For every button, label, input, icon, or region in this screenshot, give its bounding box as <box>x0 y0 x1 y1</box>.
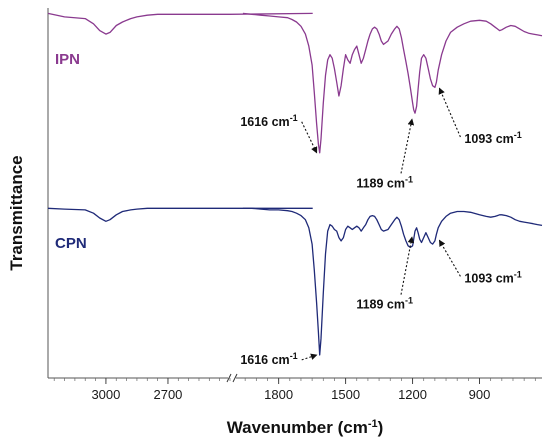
annotation-label: 1189 cm-1 <box>356 296 413 312</box>
series-line-cpn <box>47 207 313 222</box>
annotation-arrow <box>400 236 415 295</box>
peak-annotation: 1093 cm-1 <box>438 87 522 146</box>
annotation-layer: 1616 cm-1 1189 cm-1 1093 cm-1 1189 cm-1 1093… <box>240 87 522 367</box>
series-line-cpn <box>242 207 543 356</box>
annotation-label: 1093 cm-1 <box>464 130 521 146</box>
annotation-arrow <box>400 118 415 174</box>
x-tick-label: 1800 <box>264 387 293 402</box>
peak-annotation: 1189 cm-1 <box>356 236 415 312</box>
peak-annotation: 1616 cm-1 <box>240 113 318 154</box>
annotation-arrow <box>438 239 461 277</box>
x-axis-title: Wavenumber (cm-1) <box>227 418 384 437</box>
annotation-label: 1616 cm-1 <box>240 113 297 129</box>
peak-annotation: 1616 cm-1 <box>240 351 318 367</box>
annotation-arrow <box>301 353 318 361</box>
series-layer <box>47 12 543 356</box>
x-tick-label: 1200 <box>398 387 427 402</box>
axis-break-mark <box>232 373 238 383</box>
peak-annotation: 1093 cm-1 <box>438 239 522 285</box>
axes-layer <box>47 8 542 384</box>
series-ipn <box>47 12 543 154</box>
axis-break-gap <box>228 374 236 382</box>
text-layer: 3000 2700 1800 1500 1200 900 Wavenumber (cm-1)… <box>7 51 490 437</box>
series-label-cpn: CPN <box>55 235 87 252</box>
peak-annotation: 1189 cm-1 <box>356 118 415 190</box>
x-tick-label: 900 <box>469 387 491 402</box>
series-line-ipn <box>242 12 543 154</box>
annotation-label: 1189 cm-1 <box>356 174 413 190</box>
series-line-ipn <box>47 12 313 35</box>
x-tick-label: 1500 <box>331 387 360 402</box>
x-tick-label: 3000 <box>91 387 120 402</box>
annotation-label: 1093 cm-1 <box>464 269 521 285</box>
y-axis-title: Transmittance <box>7 155 26 270</box>
annotation-arrow <box>438 87 461 138</box>
axis-break-mark <box>226 373 232 383</box>
series-cpn <box>47 207 543 356</box>
annotation-label: 1616 cm-1 <box>240 351 297 367</box>
x-tick-label: 2700 <box>153 387 182 402</box>
annotation-arrow <box>301 121 318 154</box>
series-label-ipn: IPN <box>55 51 80 68</box>
